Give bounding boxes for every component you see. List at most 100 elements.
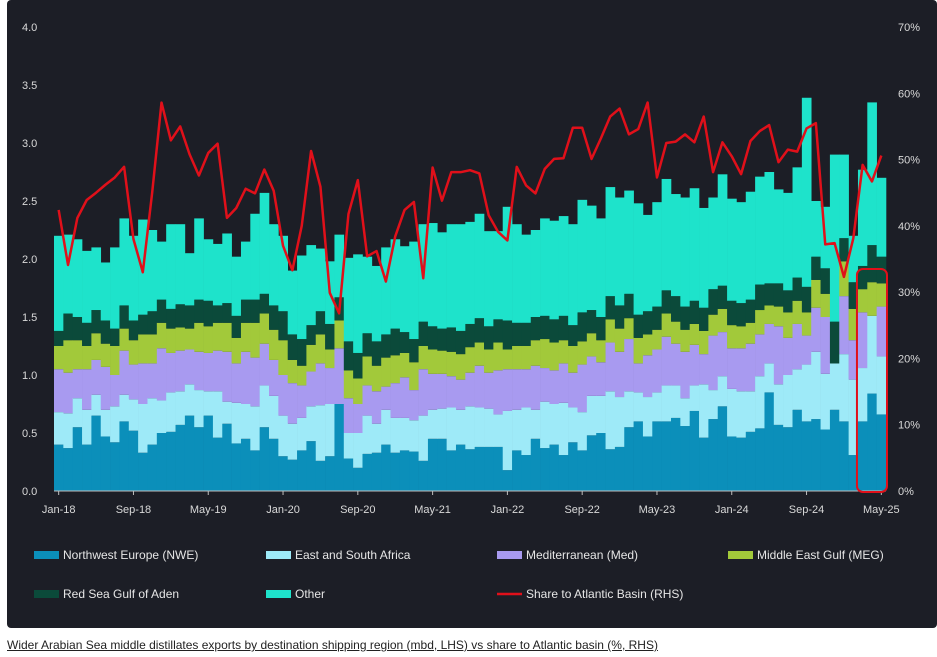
bar-segment-s3-m5 [100, 343, 111, 367]
bar-segment-s1-m31 [343, 433, 354, 459]
bar-segment-s5-m44 [465, 221, 475, 324]
bar-segment-s3-m39 [418, 346, 429, 370]
bar-segment-s3-m67 [680, 329, 690, 352]
bar-segment-s0-m72 [727, 436, 737, 491]
y2-tick-label-1: 10% [898, 420, 920, 432]
bar-segment-s4-m54 [558, 315, 569, 341]
bar-segment-s3-m53 [549, 342, 560, 371]
bar-segment-s5-m73 [736, 202, 747, 304]
bar-segment-s2-m28 [315, 363, 326, 406]
bar-segment-s2-m19 [231, 363, 242, 403]
bar-segment-s1-m8 [128, 399, 139, 431]
series-line-share-atlantic [57, 101, 883, 315]
bar-segment-s3-m71 [717, 308, 728, 333]
bar-segment-s1-m87 [867, 315, 877, 394]
bar-segment-s5-m43 [455, 224, 466, 331]
bar-segment-s3-m9 [138, 334, 148, 364]
bar-segment-s1-m28 [315, 405, 326, 461]
bar-segment-s5-m74 [745, 191, 756, 300]
bar-segment-s4-m83 [829, 321, 840, 364]
bar-segment-s1-m15 [194, 390, 204, 428]
bar-segment-s5-m71 [717, 174, 728, 286]
y2-tick-label-6: 60% [898, 88, 920, 100]
bar-segment-s2-m42 [446, 376, 457, 408]
bar-segment-s0-m31 [343, 458, 354, 491]
bar-segment-s2-m43 [455, 379, 466, 410]
bar-segment-s3-m38 [409, 362, 419, 391]
bar-segment-s5-m10 [147, 230, 158, 312]
bar-segment-s2-m34 [371, 391, 382, 424]
bar-segment-s0-m6 [110, 442, 120, 491]
bar-segment-s0-m24 [278, 456, 289, 491]
bar-segment-s1-m14 [184, 384, 195, 416]
bar-segment-s4-m71 [717, 285, 728, 309]
bar-segment-s1-m26 [297, 417, 307, 451]
bar-segment-s0-m77 [773, 424, 784, 491]
y2-tick-label-2: 20% [898, 353, 920, 365]
bar-segment-s3-m72 [727, 325, 737, 349]
bar-segment-s0-m57 [586, 435, 597, 491]
bar-segment-s2-m5 [100, 366, 111, 410]
bar-segment-s2-m58 [596, 362, 606, 396]
bar-segment-s3-m11 [156, 322, 167, 349]
x-tick-layer: Jan-18 Sep-18 May-19 Jan-20 Sep-20 May-21 Jan-… [42, 491, 900, 516]
bar-segment-s4-m50 [521, 322, 532, 346]
bar-segment-s2-m57 [586, 356, 597, 396]
bar-segment-s0-m42 [446, 450, 457, 491]
bar-segment-s3-m80 [801, 312, 812, 336]
bar-segment-s2-m60 [614, 351, 625, 398]
bar-segment-s4-m85 [848, 282, 859, 309]
bar-segment-s3-m15 [194, 322, 204, 352]
bar-segment-s5-m23 [269, 224, 279, 306]
bar-segment-s3-m19 [231, 337, 242, 364]
bar-segment-s1-m68 [689, 385, 700, 411]
bar-segment-s0-m44 [465, 449, 475, 491]
bar-segment-s3-m23 [269, 329, 279, 360]
bar-segment-s0-m73 [736, 437, 747, 491]
bar-segment-s4-m0 [54, 330, 64, 346]
highlight-box [855, 268, 889, 493]
bar-segment-s1-m45 [474, 407, 485, 447]
bar-segment-s2-m66 [670, 343, 681, 386]
bar-segment-s3-m25 [287, 359, 298, 384]
bar-segment-s1-m67 [680, 398, 690, 427]
bar-segment-s2-m52 [540, 368, 550, 402]
bar-segment-s3-m27 [306, 344, 317, 372]
bar-segment-s5-m84 [839, 154, 849, 239]
bar-segment-s3-m60 [614, 328, 625, 352]
bar-segment-s3-m49 [512, 346, 522, 370]
bar-segment-s4-m5 [100, 320, 111, 344]
bar-segment-s0-m9 [138, 452, 148, 491]
bar-segment-s1-m4 [91, 394, 102, 416]
bar-segment-s2-m50 [521, 369, 532, 408]
bar-segment-s4-m29 [325, 323, 335, 350]
bar-segment-s2-m56 [577, 364, 588, 413]
bar-segment-s4-m78 [783, 290, 793, 313]
bar-segment-s0-m46 [484, 446, 494, 491]
bar-segment-s0-m88 [876, 414, 887, 491]
bar-segment-s2-m9 [138, 363, 148, 404]
bar-segment-s1-m60 [614, 397, 625, 447]
bar-segment-s0-m18 [222, 423, 232, 491]
bar-segment-s2-m4 [91, 359, 102, 395]
bar-segment-s0-m75 [755, 428, 765, 491]
bar-segment-s2-m85 [848, 340, 859, 380]
bar-segment-s0-m36 [390, 452, 401, 491]
bar-segment-s5-m41 [437, 232, 447, 329]
bar-segment-s3-m82 [820, 293, 831, 317]
x-tick-label-4: Sep-20 [340, 504, 375, 516]
bar-segment-s1-m53 [549, 404, 560, 445]
bar-segment-s5-m57 [586, 205, 597, 311]
bar-segment-s4-m44 [465, 323, 475, 348]
bar-segment-s5-m20 [240, 241, 251, 300]
bar-segment-s5-m83 [829, 154, 840, 322]
y2-tick-layer: 0% 10% 20% 30% 40% 50% 60% 70% [898, 22, 920, 498]
bar-segment-s0-m5 [100, 436, 111, 491]
bar-segment-s4-m1 [63, 313, 73, 341]
bar-segment-s3-m81 [811, 279, 821, 308]
bar-segment-s4-m48 [502, 320, 513, 350]
bar-segment-s0-m85 [848, 455, 859, 491]
bar-segment-s2-m29 [325, 368, 335, 404]
bar-segment-s4-m4 [91, 310, 102, 334]
bar-segment-s3-m13 [175, 327, 186, 351]
